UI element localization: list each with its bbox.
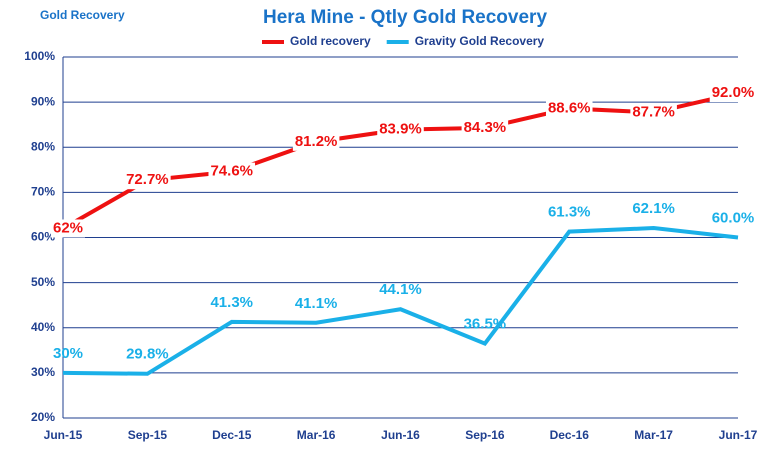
data-label-group: 83.9% <box>377 121 424 139</box>
legend-label: Gravity Gold Recovery <box>415 34 545 48</box>
data-label-group: 84.3% <box>461 118 509 137</box>
data-label: 88.6% <box>548 99 591 116</box>
legend-label: Gold recovery <box>290 34 371 48</box>
data-label: 61.3% <box>548 204 591 221</box>
y-tick-label: 80% <box>31 139 55 153</box>
data-label-group: 60.0% <box>712 209 755 226</box>
data-label: 41.1% <box>295 295 338 312</box>
data-label: 72.7% <box>126 171 169 188</box>
data-label: 83.9% <box>379 121 422 138</box>
y-tick-label: 100% <box>24 49 55 63</box>
data-label: 41.3% <box>210 294 253 311</box>
y-tick-label: 60% <box>31 230 55 244</box>
data-label-group: 74.6% <box>208 162 256 181</box>
data-label: 62% <box>53 219 83 236</box>
data-label-bg <box>208 162 256 181</box>
x-tick-label: Sep-16 <box>465 428 505 442</box>
x-tick-label: Jun-15 <box>44 428 83 442</box>
data-label-group: 62.1% <box>632 200 675 217</box>
y-tick-label: 40% <box>31 320 55 334</box>
data-label: 29.8% <box>126 346 169 363</box>
data-label-group: 81.2% <box>292 132 340 151</box>
data-label: 62.1% <box>632 200 675 217</box>
data-label: 84.3% <box>464 119 507 136</box>
data-label-bg <box>461 118 509 137</box>
x-tick-label: Dec-16 <box>550 428 590 442</box>
x-tick-label: Jun-17 <box>719 428 758 442</box>
data-label-group: 72.7% <box>124 171 171 190</box>
data-label-bg <box>377 120 424 139</box>
data-label-group: 30% <box>53 345 83 362</box>
data-label-bg <box>292 132 340 151</box>
data-label-bg <box>709 84 757 103</box>
x-tick-label: Mar-17 <box>634 428 673 442</box>
data-label: 36.5% <box>464 316 507 333</box>
x-tick-label: Sep-15 <box>128 428 168 442</box>
data-label-group: 62% <box>50 219 86 238</box>
data-label-bg <box>124 171 171 190</box>
data-label: 30% <box>53 345 83 362</box>
data-label-group: 41.1% <box>295 295 338 312</box>
data-label-group: 61.3% <box>548 204 591 221</box>
data-label-bg <box>50 219 86 238</box>
data-label-group: 88.6% <box>545 99 593 118</box>
data-label: 60.0% <box>712 209 755 226</box>
x-tick-label: Dec-15 <box>212 428 252 442</box>
series-line <box>62 226 739 376</box>
data-label-bg <box>545 99 593 118</box>
data-label: 92.0% <box>712 84 755 101</box>
y-tick-label: 70% <box>31 185 55 199</box>
data-label-group: 87.7% <box>630 103 677 122</box>
data-label-group: 92.0% <box>709 84 757 103</box>
y-axis-label: Gold Recovery <box>40 8 125 22</box>
y-tick-label: 90% <box>31 94 55 108</box>
data-label: 81.2% <box>295 133 338 150</box>
data-label-group: 41.3% <box>210 294 253 311</box>
y-tick-label: 30% <box>31 365 55 379</box>
x-tick-label: Jun-16 <box>381 428 420 442</box>
x-tick-label: Mar-16 <box>297 428 336 442</box>
data-label: 44.1% <box>379 281 422 298</box>
y-tick-label: 20% <box>31 410 55 424</box>
y-tick-label: 50% <box>31 275 55 289</box>
data-label-group: 44.1% <box>379 281 422 298</box>
data-label-group: 36.5% <box>464 316 507 333</box>
data-label: 74.6% <box>210 163 253 180</box>
data-label-group: 29.8% <box>126 346 169 363</box>
data-label: 87.7% <box>632 103 675 120</box>
data-label-bg <box>630 103 677 122</box>
chart-title: Hera Mine - Qtly Gold Recovery <box>263 7 547 28</box>
